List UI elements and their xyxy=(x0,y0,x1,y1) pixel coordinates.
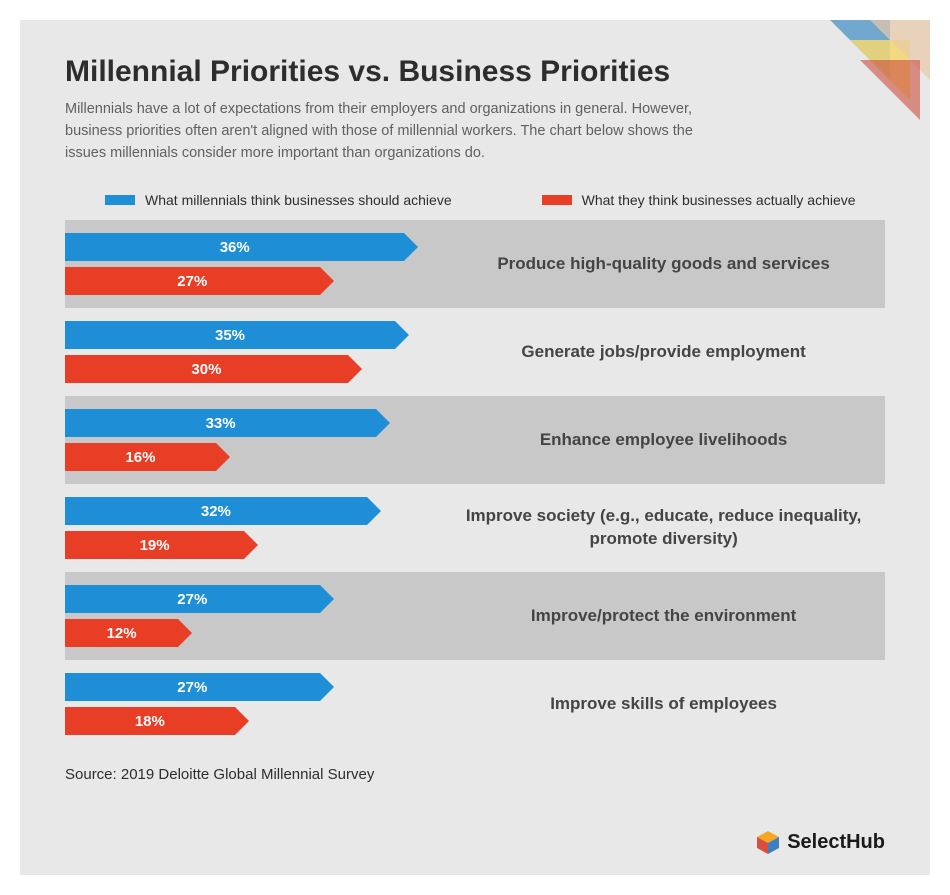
chart-rows: 36% 27% Produce high-quality goods and ser… xyxy=(65,220,885,748)
bar-wrap: 27% xyxy=(65,673,442,701)
bar-wrap: 32% xyxy=(65,497,442,525)
row-label: Improve society (e.g., educate, reduce i… xyxy=(442,505,885,551)
chart-title: Millennial Priorities vs. Business Prior… xyxy=(65,55,885,89)
chart-row: 35% 30% Generate jobs/provide employment xyxy=(65,308,885,396)
legend: What millennials think businesses should… xyxy=(105,192,885,208)
bar-series2: 19% xyxy=(65,531,244,559)
bar-series2: 18% xyxy=(65,707,235,735)
chart-row: 36% 27% Produce high-quality goods and ser… xyxy=(65,220,885,308)
bar-wrap: 30% xyxy=(65,355,442,383)
chart-row: 27% 18% Improve skills of employees xyxy=(65,660,885,748)
bar-series1: 32% xyxy=(65,497,367,525)
legend-swatch-2 xyxy=(542,195,572,205)
bar-series1: 33% xyxy=(65,409,376,437)
row-label: Improve skills of employees xyxy=(442,693,885,716)
corner-decoration xyxy=(790,20,930,160)
source-text: Source: 2019 Deloitte Global Millennial … xyxy=(65,766,885,783)
bar-group: 32% 19% xyxy=(65,485,442,571)
row-label: Improve/protect the environment xyxy=(442,605,885,628)
chart-subtitle: Millennials have a lot of expectations f… xyxy=(65,99,705,164)
bar-group: 27% 18% xyxy=(65,661,442,747)
bar-wrap: 16% xyxy=(65,443,442,471)
bar-series2: 27% xyxy=(65,267,320,295)
bar-wrap: 33% xyxy=(65,409,442,437)
legend-item-series2: What they think businesses actually achi… xyxy=(542,192,856,208)
legend-item-series1: What millennials think businesses should… xyxy=(105,192,452,208)
bar-wrap: 36% xyxy=(65,233,442,261)
brand-name: SelectHub xyxy=(787,831,885,854)
bar-value: 16% xyxy=(125,449,155,466)
bar-series1: 27% xyxy=(65,585,320,613)
bar-series1: 35% xyxy=(65,321,395,349)
bar-series2: 12% xyxy=(65,619,178,647)
bar-value: 19% xyxy=(140,537,170,554)
bar-wrap: 12% xyxy=(65,619,442,647)
brand-cube-icon xyxy=(755,829,781,855)
bar-value: 35% xyxy=(215,327,245,344)
bar-value: 36% xyxy=(220,239,250,256)
legend-label-2: What they think businesses actually achi… xyxy=(582,192,856,208)
bar-value: 32% xyxy=(201,503,231,520)
legend-label-1: What millennials think businesses should… xyxy=(145,192,452,208)
bar-wrap: 18% xyxy=(65,707,442,735)
bar-wrap: 27% xyxy=(65,585,442,613)
bar-value: 33% xyxy=(206,415,236,432)
row-label: Generate jobs/provide employment xyxy=(442,341,885,364)
bar-value: 27% xyxy=(177,591,207,608)
row-label: Produce high-quality goods and services xyxy=(442,253,885,276)
bar-series1: 27% xyxy=(65,673,320,701)
bar-group: 36% 27% xyxy=(65,221,442,307)
bar-group: 35% 30% xyxy=(65,309,442,395)
bar-value: 27% xyxy=(177,273,207,290)
bar-wrap: 35% xyxy=(65,321,442,349)
bar-series2: 30% xyxy=(65,355,348,383)
row-label: Enhance employee livelihoods xyxy=(442,429,885,452)
infographic-container: Millennial Priorities vs. Business Prior… xyxy=(20,20,930,875)
chart-row: 33% 16% Enhance employee livelihoods xyxy=(65,396,885,484)
bar-series1: 36% xyxy=(65,233,404,261)
bar-value: 18% xyxy=(135,713,165,730)
legend-swatch-1 xyxy=(105,195,135,205)
bar-wrap: 19% xyxy=(65,531,442,559)
bar-group: 33% 16% xyxy=(65,397,442,483)
footer-brand: SelectHub xyxy=(755,829,885,855)
bar-value: 12% xyxy=(107,625,137,642)
chart-row: 27% 12% Improve/protect the environment xyxy=(65,572,885,660)
bar-value: 27% xyxy=(177,679,207,696)
bar-wrap: 27% xyxy=(65,267,442,295)
bar-series2: 16% xyxy=(65,443,216,471)
bar-value: 30% xyxy=(191,361,221,378)
chart-row: 32% 19% Improve society (e.g., educate, re… xyxy=(65,484,885,572)
bar-group: 27% 12% xyxy=(65,573,442,659)
